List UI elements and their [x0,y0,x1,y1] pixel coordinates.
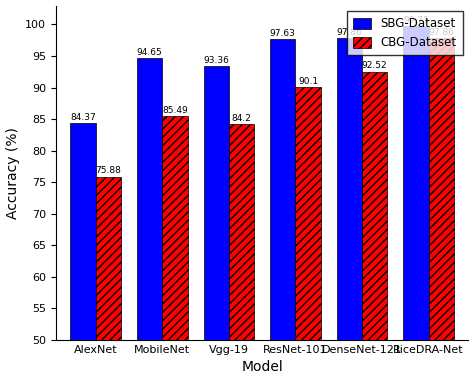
Bar [337,38,362,380]
Text: 97.86: 97.86 [428,28,454,37]
Bar [162,116,188,380]
Bar [203,66,229,380]
Text: 90.1: 90.1 [298,77,318,86]
Text: 85.49: 85.49 [162,106,188,115]
Text: 92.52: 92.52 [362,62,387,70]
Text: 93.36: 93.36 [203,56,229,65]
Y-axis label: Accuracy (%): Accuracy (%) [6,127,19,219]
Text: 97.63: 97.63 [270,29,296,38]
Bar [362,72,387,380]
Text: 75.88: 75.88 [95,166,121,176]
Bar [403,26,428,380]
Text: 94.65: 94.65 [137,48,163,57]
Bar [270,40,295,380]
Bar [96,177,121,380]
Bar [71,123,96,380]
X-axis label: Model: Model [241,361,283,374]
Text: 99.71: 99.71 [403,16,429,25]
Bar [295,87,321,380]
Text: 84.37: 84.37 [70,113,96,122]
Bar [229,124,254,380]
Bar [137,58,162,380]
Text: 84.2: 84.2 [232,114,251,123]
Bar [428,38,454,380]
Legend: SBG-Dataset, CBG-Dataset: SBG-Dataset, CBG-Dataset [347,11,463,55]
Text: 97.86: 97.86 [337,28,362,37]
